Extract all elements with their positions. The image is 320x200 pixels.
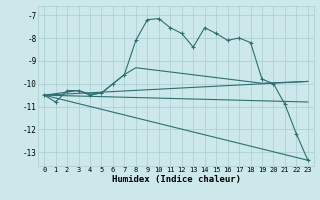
X-axis label: Humidex (Indice chaleur): Humidex (Indice chaleur) [111,175,241,184]
